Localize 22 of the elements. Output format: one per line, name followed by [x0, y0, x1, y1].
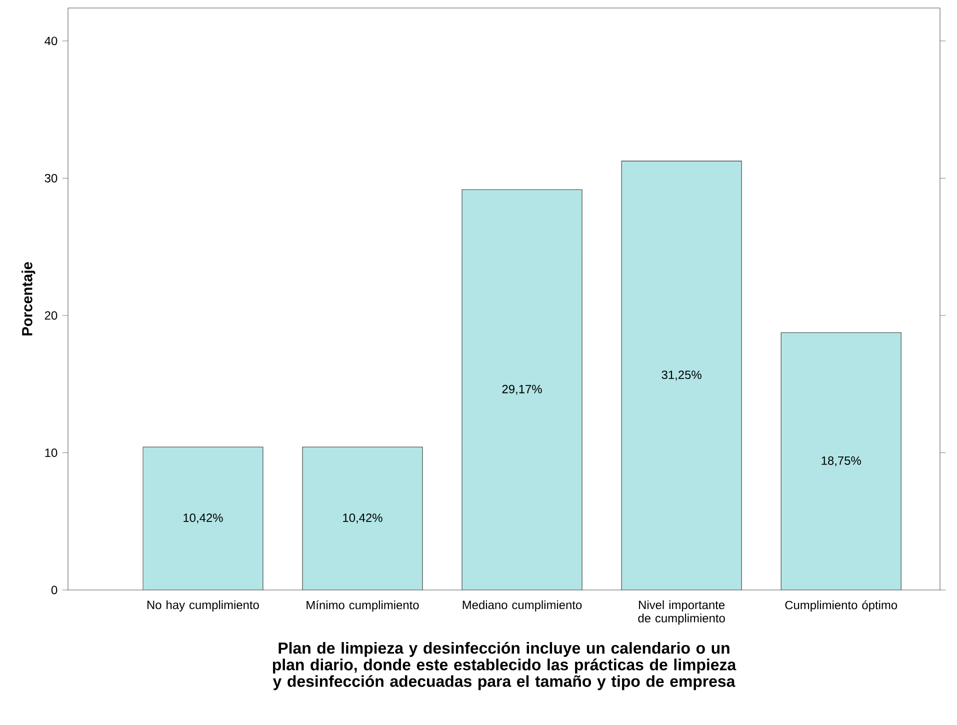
y-tick-label: 20	[44, 311, 58, 320]
x-tick-label: Nivel importante de cumplimiento	[638, 600, 725, 625]
y-tick-label: 30	[44, 174, 58, 182]
data-label: 18,75%	[822, 456, 861, 466]
y-tick-label: 40	[44, 36, 58, 46]
y-tick-label: 0	[51, 586, 58, 594]
bar	[142, 446, 263, 590]
bar	[621, 160, 742, 590]
data-label: 10,42%	[343, 514, 382, 524]
x-tick-label: Mínimo cumplimiento	[306, 600, 419, 612]
data-label: 10,42%	[184, 514, 223, 524]
bar	[302, 446, 423, 590]
x-axis-title: Plan de limpieza y desinfección incluye un calendario o un plan diario, donde este establecido las prácticas de limpieza y desinfección adecuadas para el tamaño y tipo de empresa	[272, 642, 736, 690]
bar	[462, 189, 582, 590]
data-label: 31,25%	[662, 370, 702, 380]
x-tick-label: Cumplimiento óptimo	[785, 600, 898, 612]
y-axis-title: Porcentaje	[22, 262, 36, 336]
y-tick-label: 10	[45, 448, 58, 457]
data-label: 29,17%	[502, 384, 542, 395]
x-tick-label: Mediano cumplimiento	[462, 600, 582, 612]
x-tick-label: No hay cumplimiento	[147, 600, 259, 612]
bar	[780, 332, 902, 590]
